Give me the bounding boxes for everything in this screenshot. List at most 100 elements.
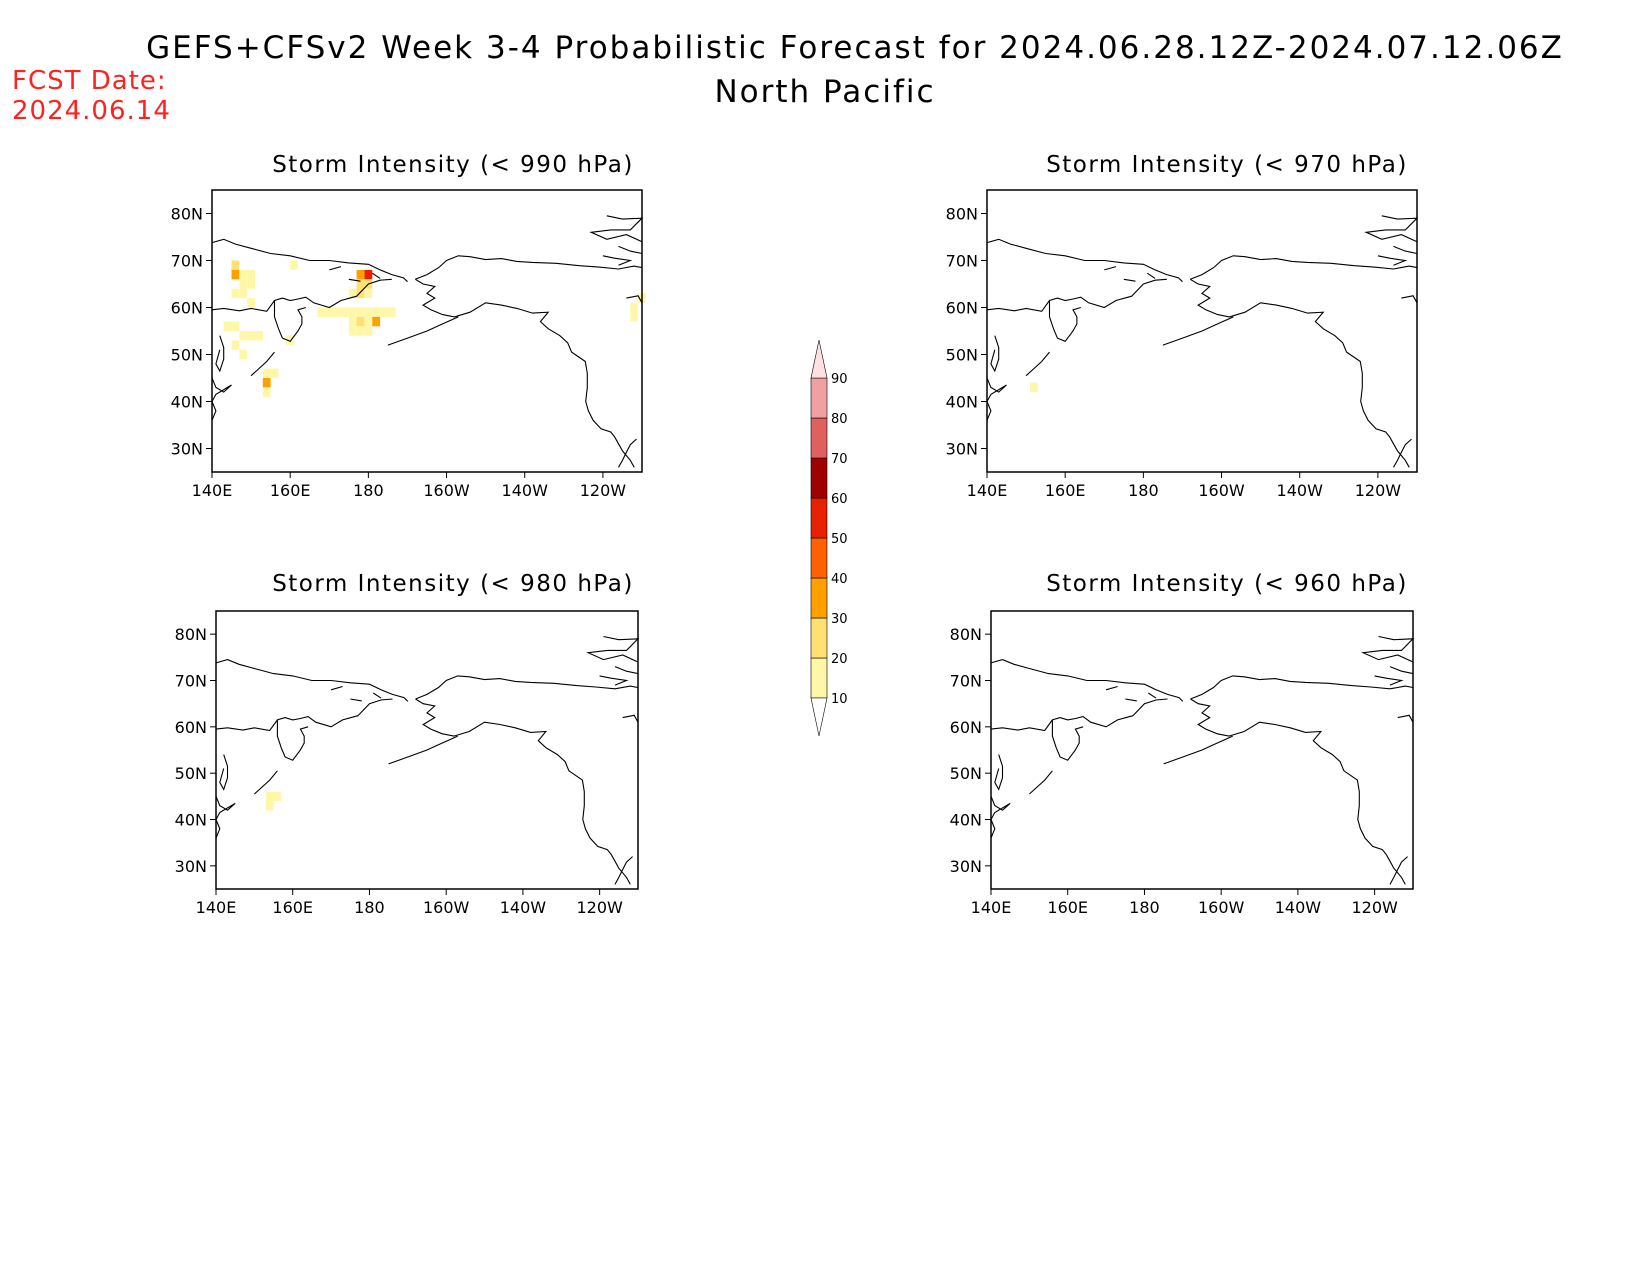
coastline [990,796,1011,839]
prob-cell [231,260,240,270]
coastline [986,377,1007,421]
lon-tick-label: 160E [270,481,311,500]
prob-cell [348,316,357,327]
colorbar-segment [810,457,828,499]
prob-cell [255,331,263,341]
map-panel-980: 140E 160E 180 160W 140W 120W 80N 70N 60N 50N 40N 30… [175,610,640,917]
coastline [599,675,629,686]
prob-cell [247,298,255,308]
lon-tick-label: 120W [1355,481,1402,500]
prob-cell [348,288,357,299]
coastline [273,300,306,342]
colorbar-label: 90 [831,372,848,387]
coastline [1048,300,1081,342]
prob-cell [364,288,373,299]
lon-tick-label: 140E [971,898,1012,917]
coastline [415,698,631,885]
coastline [276,719,309,761]
lat-tick-label: 40N [946,393,978,412]
lat-tick-label: 70N [950,672,982,691]
lon-tick-label: 120W [580,481,627,500]
lon-tick-label: 140E [192,481,233,500]
coastline [211,238,408,283]
panel-title-980: Storm Intensity (< 980 hPa) [272,571,634,597]
coastline [1364,215,1419,243]
colorbar-label: 70 [831,452,848,467]
prob-cell [364,316,373,327]
prob-cell [262,368,271,378]
coastline [215,335,225,373]
fcst-date-value: 2024.06.14 [12,96,171,126]
coastline [1361,635,1415,663]
coastline [1190,675,1414,700]
colorbar-segment [810,377,828,419]
prob-cell [239,269,248,280]
prob-cell [290,260,298,270]
map-frame [990,610,1414,890]
prob-cell [333,307,341,317]
lon-tick-label: 180 [1129,898,1160,917]
lon-tick-label: 140W [1275,898,1322,917]
coastline [990,659,1184,702]
prob-cell [247,269,255,280]
lon-tick-label: 140E [196,898,237,917]
coastline [618,438,637,468]
prob-cell [356,288,365,299]
colorbar-segment [810,657,828,699]
prob-cell [265,801,274,811]
lat-tick-label: 30N [950,857,982,876]
prob-cell [239,279,248,289]
colorbar-label: 30 [831,612,848,627]
coastline [329,266,342,271]
coastline [211,278,392,312]
coastline [990,335,1000,373]
prob-cell [356,326,365,336]
coastline [1146,272,1156,279]
page-title: GEFS+CFSv2 Week 3-4 Probabilistic Foreca… [146,30,1564,66]
lat-tick-label: 50N [171,346,203,365]
prob-cell [317,307,326,317]
prob-cell [1030,382,1038,393]
coastline [330,685,343,691]
lat-tick-label: 60N [950,718,982,737]
prob-cell [356,279,365,289]
prob-cell [265,791,274,801]
prob-cell [231,321,240,331]
prob-cell [348,326,357,336]
coastline [1190,698,1406,885]
coastline [1377,255,1408,266]
coastline [1025,351,1050,377]
lon-tick-label: 160E [1047,898,1088,917]
lon-tick-label: 120W [1351,898,1398,917]
lat-tick-label: 40N [950,811,982,830]
lat-tick-label: 80N [946,205,978,224]
coastline [415,278,635,468]
coastline [1393,245,1418,255]
lon-tick-label: 160W [423,481,470,500]
coastline [1147,692,1157,699]
panel-title-970: Storm Intensity (< 970 hPa) [1046,152,1408,178]
colorbar: 10 20 30 40 50 60 70 80 90 [810,339,848,737]
coastline [589,215,644,243]
prob-cell [372,307,381,317]
coastline [415,255,643,280]
colorbar-segment [810,497,828,539]
coastline [614,666,639,675]
lat-tick-label: 80N [950,625,982,644]
coastline [371,272,381,279]
lon-tick-label: 180 [1128,481,1159,500]
lat-tick-label: 60N [946,299,978,318]
prob-cell [231,269,240,280]
prob-cell [247,279,255,289]
coastline [215,659,409,702]
colorbar-segment [810,537,828,579]
coastline [1389,856,1408,885]
prob-cell [341,307,349,317]
coastline [586,635,640,663]
lat-tick-label: 30N [175,857,207,876]
fcst-date-label: FCST Date: [12,66,167,96]
panel-title-960: Storm Intensity (< 960 hPa) [1046,571,1408,597]
map-panel-960: 140E 160E 180 160W 140W 120W 80N 70N 60N 50N 40N 30… [950,610,1415,917]
prob-cell [630,312,639,322]
lat-tick-label: 50N [950,764,982,783]
